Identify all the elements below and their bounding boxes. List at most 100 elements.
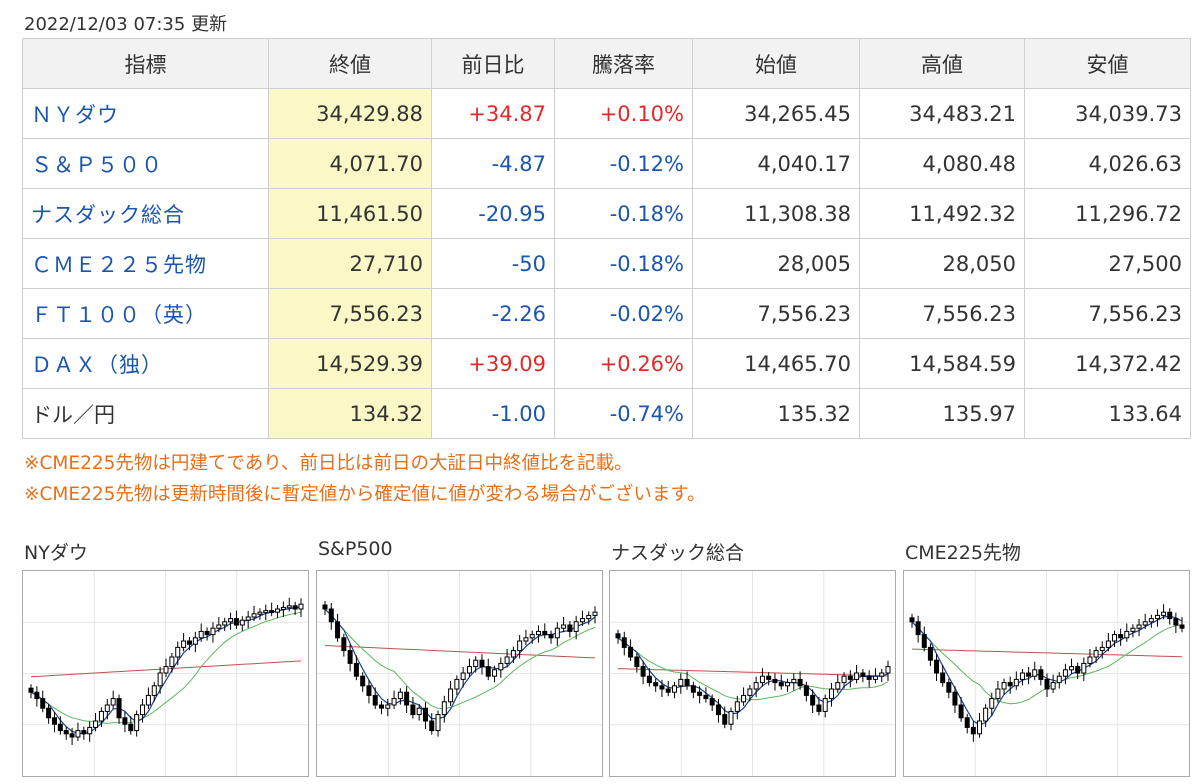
candle-body — [1062, 669, 1068, 677]
candle-body — [1130, 627, 1136, 632]
candle-body — [586, 614, 592, 620]
candle-body — [1075, 666, 1081, 674]
cell-close: 27,710 — [268, 238, 432, 289]
candle-body — [169, 656, 175, 668]
cell-high: 14,584.59 — [859, 338, 1025, 389]
chart-nydow[interactable] — [22, 570, 309, 777]
candle-body — [995, 688, 1001, 700]
candle-body — [728, 710, 734, 725]
cell-high: 135.97 — [859, 388, 1025, 439]
chart-sp500[interactable] — [316, 570, 603, 777]
candle-body — [175, 646, 181, 658]
cell-close: 14,529.39 — [268, 338, 432, 389]
indicator-link[interactable]: ナスダック総合 — [31, 202, 185, 227]
candle-body — [909, 617, 915, 623]
candle-body — [1056, 675, 1062, 684]
candle-body — [204, 630, 210, 636]
cell-high: 34,483.21 — [859, 88, 1025, 139]
cell-close: 7,556.23 — [268, 288, 432, 339]
candle-body — [952, 691, 958, 706]
candle-body — [63, 730, 69, 735]
candle-body — [854, 672, 860, 680]
candle-body — [640, 666, 646, 677]
candle-body — [915, 621, 921, 636]
notes: ※CME225先物は円建てであり、前日比は前日の大証日中終値比を記載。 ※CME… — [24, 448, 706, 510]
candle-body — [797, 678, 803, 687]
candle-body — [257, 611, 263, 615]
candle-body — [766, 675, 772, 680]
candle-body — [1161, 611, 1167, 616]
candle-body — [460, 672, 466, 680]
table-row: ＣＭＥ２２５先物 27,710 -50 -0.18% 28,005 28,050 27,50… — [22, 238, 1191, 289]
candle-body — [328, 608, 334, 623]
chart-cme225[interactable] — [903, 570, 1190, 777]
chart-nydow-svg — [23, 571, 308, 776]
indicator-label: ドル／円 — [31, 402, 115, 427]
candle-body — [535, 630, 541, 636]
cell-change: +39.09 — [431, 338, 555, 389]
candle-body — [1099, 646, 1105, 652]
candle-body — [659, 685, 665, 690]
candle-body — [404, 691, 410, 706]
candle-body — [397, 691, 403, 700]
candle-body — [709, 698, 715, 706]
candle-body — [759, 675, 765, 684]
candle-body — [69, 733, 75, 738]
indicator-link[interactable]: ＤＡＸ（独） — [31, 352, 163, 377]
indicator-link[interactable]: ＣＭＥ２２５先物 — [31, 252, 207, 277]
cell-pct: +0.10% — [554, 88, 693, 139]
candle-body — [245, 616, 251, 621]
cell-high: 7,556.23 — [859, 288, 1025, 339]
chart-title-nydow: NYダウ — [24, 542, 88, 564]
update-timestamp: 2022/12/03 07:35 更新 — [24, 14, 228, 35]
candle-body — [1001, 682, 1007, 690]
cell-change: -2.26 — [431, 288, 555, 339]
ma-mid-line — [617, 637, 889, 701]
candle-body — [128, 723, 134, 732]
header-low: 安値 — [1024, 38, 1191, 89]
candle-body — [1148, 618, 1154, 623]
candle-body — [734, 701, 740, 712]
ma-mid-line — [30, 611, 302, 724]
cell-low: 4,026.63 — [1024, 138, 1191, 189]
candle-body — [286, 605, 292, 609]
cell-low: 27,500 — [1024, 238, 1191, 289]
header-high: 高値 — [859, 38, 1025, 89]
candle-body — [216, 624, 222, 629]
candle-body — [81, 730, 87, 735]
candle-body — [665, 688, 671, 693]
candle-body — [353, 662, 359, 677]
candle-body — [422, 707, 428, 722]
candle-body — [1081, 662, 1087, 674]
candle-body — [703, 694, 709, 700]
cell-low: 14,372.42 — [1024, 338, 1191, 389]
candle-body — [970, 726, 976, 735]
candle-body — [946, 682, 952, 693]
candle-body — [163, 666, 169, 674]
candle-body — [1105, 640, 1111, 648]
candle-body — [921, 634, 927, 648]
candle-body — [847, 675, 853, 680]
candle-body — [1173, 618, 1179, 626]
candle-body — [1167, 611, 1173, 620]
cell-close: 134.32 — [268, 388, 432, 439]
table-row: ＤＡＸ（独） 14,529.39 +39.09 +0.26% 14,465.70 14,5… — [22, 338, 1191, 389]
candle-body — [347, 650, 353, 664]
indicator-link[interactable]: Ｓ＆Ｐ５００ — [31, 152, 163, 177]
indicator-link[interactable]: ＮＹダウ — [31, 102, 119, 127]
cell-pct: -0.18% — [554, 188, 693, 239]
candle-body — [791, 678, 797, 684]
candle-body — [448, 688, 454, 703]
candle-body — [554, 627, 560, 639]
candle-body — [269, 610, 275, 614]
table-row: ＦＴ１００（英） 7,556.23 -2.26 -0.02% 7,556.23 7,556… — [22, 288, 1191, 339]
cell-name: ドル／円 — [22, 388, 269, 439]
candle-body — [435, 714, 441, 732]
candle-body — [151, 685, 157, 696]
indicator-link[interactable]: ＦＴ１００（英） — [31, 302, 207, 327]
candle-body — [1093, 650, 1099, 658]
candle-body — [927, 646, 933, 661]
chart-title-cme225: CME225先物 — [905, 542, 1021, 564]
chart-nasdaq[interactable] — [609, 570, 896, 777]
candle-body — [835, 682, 841, 690]
